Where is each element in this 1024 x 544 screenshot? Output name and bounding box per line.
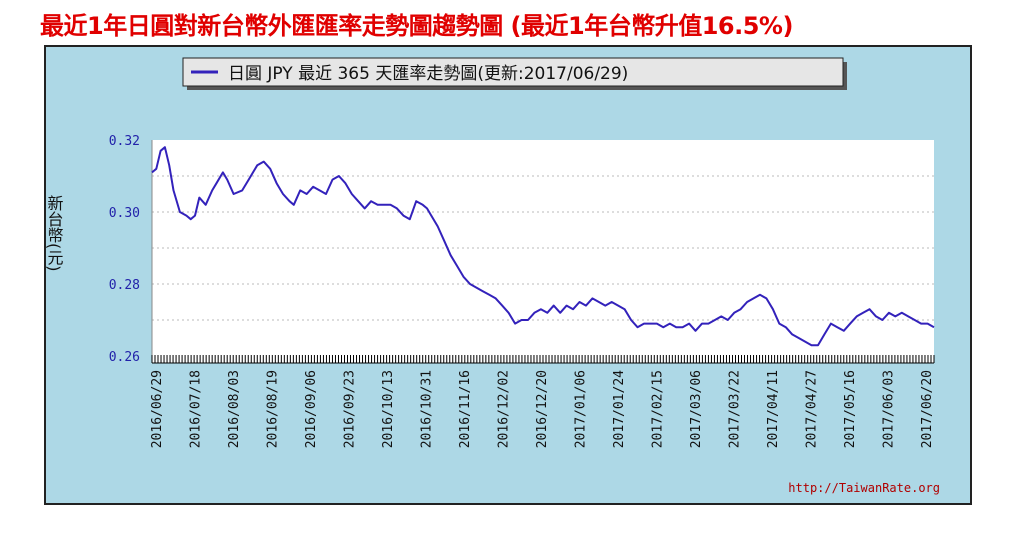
- x-tick-label: 2016/08/03: [227, 370, 242, 448]
- y-tick-label: 0.28: [109, 278, 140, 293]
- y-axis-title: 新台幣(元): [46, 195, 64, 271]
- page-headline: 最近1年日圓對新台幣外匯匯率走勢圖趨勢圖 (最近1年台幣升值16.5%): [40, 12, 793, 40]
- x-tick-label: 2016/10/13: [381, 370, 396, 448]
- chart-frame: 日圓 JPY 最近 365 天匯率走勢圖(更新:2017/06/29) 新台幣(…: [44, 45, 972, 505]
- x-tick-label: 2017/03/06: [689, 370, 704, 448]
- x-tick-label: 2017/06/20: [920, 370, 935, 448]
- x-tick-label: 2016/12/02: [497, 370, 512, 448]
- watermark: http://TaiwanRate.org: [788, 481, 940, 495]
- x-tick-label: 2016/09/23: [343, 370, 358, 448]
- series-group: [151, 146, 935, 347]
- x-tick-label: 2016/11/16: [458, 370, 473, 448]
- legend-text: 日圓 JPY 最近 365 天匯率走勢圖(更新:2017/06/29): [228, 64, 628, 84]
- legend-box: [182, 57, 844, 87]
- series-line-jpy: [151, 146, 935, 347]
- x-tick-label: 2016/09/06: [304, 370, 319, 448]
- y-tick-label: 0.30: [109, 206, 140, 221]
- x-tick-label: 2017/04/27: [805, 370, 820, 448]
- y-axis-ticks: 0.26 0.28 0.30 0.32: [109, 134, 140, 365]
- x-tick-label: 2016/10/31: [420, 370, 435, 448]
- y-tick-label: 0.32: [109, 134, 140, 149]
- x-tick-label: 2016/06/29: [150, 370, 165, 448]
- grid-lines: [151, 140, 934, 356]
- x-tick-label: 2016/12/20: [535, 370, 550, 448]
- x-tick-label: 2017/01/06: [574, 370, 589, 448]
- x-tick-label: 2017/01/24: [612, 370, 627, 448]
- exchange-rate-chart: 日圓 JPY 最近 365 天匯率走勢圖(更新:2017/06/29) 新台幣(…: [46, 57, 940, 495]
- y-tick-label: 0.26: [109, 350, 140, 365]
- x-tick-label: 2017/03/22: [728, 370, 743, 448]
- x-tick-label: 2016/08/19: [266, 370, 281, 448]
- x-tick-label: 2017/06/03: [882, 370, 897, 448]
- x-axis: 2016/06/29 2016/07/18 2016/08/03 2016/08/19…: [150, 355, 935, 448]
- x-tick-label: 2017/05/16: [843, 370, 858, 448]
- x-tick-label: 2017/02/15: [651, 370, 666, 448]
- legend: 日圓 JPY 最近 365 天匯率走勢圖(更新:2017/06/29): [182, 57, 847, 90]
- x-tick-label: 2016/07/18: [189, 370, 204, 448]
- x-tick-label: 2017/04/11: [766, 370, 781, 448]
